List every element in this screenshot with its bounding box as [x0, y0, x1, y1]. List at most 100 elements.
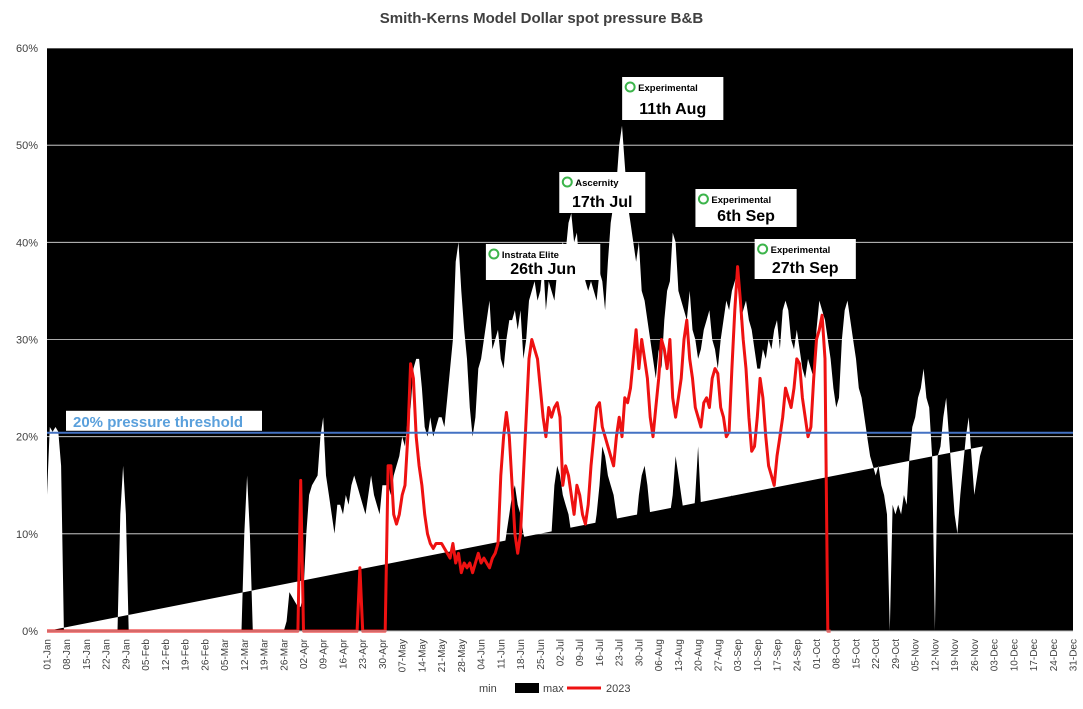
legend-label-2023: 2023 [606, 683, 630, 695]
threshold-label-bg [66, 410, 262, 431]
annotation-date: 6th Sep [717, 208, 775, 225]
y-tick-label: 60% [16, 43, 38, 55]
product-logo-icon [561, 176, 573, 188]
x-tick-label: 26-Mar [279, 638, 290, 670]
x-tick-label: 23-Apr [358, 638, 369, 669]
chart-title: Smith-Kerns Model Dollar spot pressure B… [379, 10, 704, 27]
x-tick-label: 30-Jul [634, 639, 645, 666]
x-tick-label: 28-May [457, 639, 468, 672]
x-tick-label: 19-Feb [181, 639, 192, 671]
x-tick-label: 13-Aug [674, 639, 685, 671]
annotation-date: 27th Sep [772, 260, 839, 277]
x-tick-label: 27-Aug [713, 639, 724, 671]
legend-label-min: min [479, 683, 497, 695]
series-min-area [47, 446, 1073, 631]
x-tick-label: 05-Feb [141, 639, 152, 671]
axes: 0% 10% 20% 30% 40% 50% 60% 01-Jan 08-Jan 15-Jan 22… [16, 43, 1080, 672]
x-tick-label: 03-Dec [990, 639, 1001, 671]
x-tick-label: 10-Dec [1009, 639, 1020, 671]
annotation-box [485, 244, 601, 280]
x-tick-label: 17-Dec [1029, 639, 1040, 671]
annotation-box [695, 189, 797, 227]
x-tick-label: 09-Apr [319, 638, 330, 669]
x-tick-label: 31-Dec [1069, 639, 1080, 671]
x-tick-label: 29-Jan [121, 639, 132, 670]
annotation-brand: Experimental [771, 245, 831, 256]
annotation-3: Experimental 6th Sep [695, 189, 797, 227]
x-tick-label: 03-Sep [733, 639, 744, 672]
x-tick-label: 22-Jan [102, 639, 113, 670]
annotation-brand: Experimental [638, 83, 698, 94]
x-tick-label: 20-Aug [694, 639, 705, 671]
y-tick-label: 30% [16, 335, 38, 347]
y-tick-label: 0% [22, 626, 38, 638]
x-tick-label: 21-May [437, 639, 448, 672]
x-tick-label: 25-Jun [536, 639, 547, 670]
x-tick-label: 05-Nov [911, 639, 922, 671]
annotation-box [754, 239, 856, 279]
x-tick-label: 15-Oct [852, 639, 863, 669]
y-tick-label: 10% [16, 529, 38, 541]
annotation-date: 11th Aug [639, 101, 706, 118]
plot-area: 20% pressure threshold [47, 47, 1073, 633]
product-logo-icon [488, 248, 500, 260]
annotation-4: Experimental 27th Sep [754, 239, 856, 279]
x-tick-label: 19-Nov [950, 639, 961, 671]
legend: min max 2023 [479, 683, 630, 695]
annotation-brand: Instrata Elite [502, 250, 559, 261]
annotation-box [559, 172, 646, 213]
series-2023-line [47, 265, 831, 633]
x-tick-label: 08-Oct [832, 639, 843, 669]
x-tick-label: 24-Dec [1049, 639, 1060, 671]
x-tick-label: 05-Mar [220, 638, 231, 670]
annotation-date: 17th Jul [572, 194, 632, 211]
x-tick-label: 01-Oct [812, 639, 823, 669]
x-tick-label: 29-Oct [891, 639, 902, 669]
x-tick-label: 12-Feb [161, 639, 172, 671]
y-tick-label: 40% [16, 237, 38, 249]
annotation-brand: Ascernity [575, 178, 619, 189]
x-tick-label: 02-Apr [299, 638, 310, 669]
x-tick-label: 04-Jun [477, 639, 488, 670]
x-tick-label: 26-Nov [970, 639, 981, 671]
y-tick-label: 20% [16, 432, 38, 444]
x-tick-label: 23-Jul [615, 639, 626, 666]
x-tick-label: 14-May [417, 639, 428, 672]
x-tick-label: 19-Mar [260, 638, 271, 670]
annotation-1: Ascernity 17th Jul [559, 172, 646, 213]
x-tick-label: 18-Jun [516, 639, 527, 670]
x-tick-label: 01-Jan [43, 639, 54, 670]
annotation-date: 26th Jun [510, 261, 576, 278]
legend-swatch-max [515, 683, 539, 693]
annotation-2: Experimental 11th Aug [622, 77, 724, 120]
x-tick-label: 12-Mar [240, 638, 251, 670]
x-tick-label: 17-Sep [773, 639, 784, 672]
x-tick-label: 12-Nov [930, 639, 941, 671]
x-tick-label: 24-Sep [792, 639, 803, 672]
x-tick-label: 26-Feb [200, 639, 211, 671]
annotation-box [622, 77, 724, 120]
product-logo-icon [624, 81, 636, 93]
x-tick-label: 08-Jan [62, 639, 73, 670]
product-logo-icon [697, 193, 709, 205]
threshold-label: 20% pressure threshold [73, 414, 243, 431]
x-tick-label: 16-Apr [339, 638, 350, 669]
annotation-brand: Experimental [711, 195, 771, 206]
product-logo-icon [757, 243, 769, 255]
x-tick-label: 16-Jul [595, 639, 606, 666]
x-tick-label: 09-Jul [575, 639, 586, 666]
x-tick-label: 07-May [398, 639, 409, 672]
x-tick-label: 11-Jun [496, 639, 507, 669]
x-tick-label: 10-Sep [753, 639, 764, 672]
legend-label-max: max [543, 683, 564, 695]
x-tick-label: 02-Jul [556, 639, 567, 666]
x-tick-label: 22-Oct [871, 639, 882, 669]
y-tick-label: 50% [16, 140, 38, 152]
series-max-area [47, 125, 983, 631]
x-tick-label: 15-Jan [82, 639, 93, 670]
x-tick-label: 30-Apr [378, 638, 389, 669]
x-tick-label: 06-Aug [654, 639, 665, 671]
